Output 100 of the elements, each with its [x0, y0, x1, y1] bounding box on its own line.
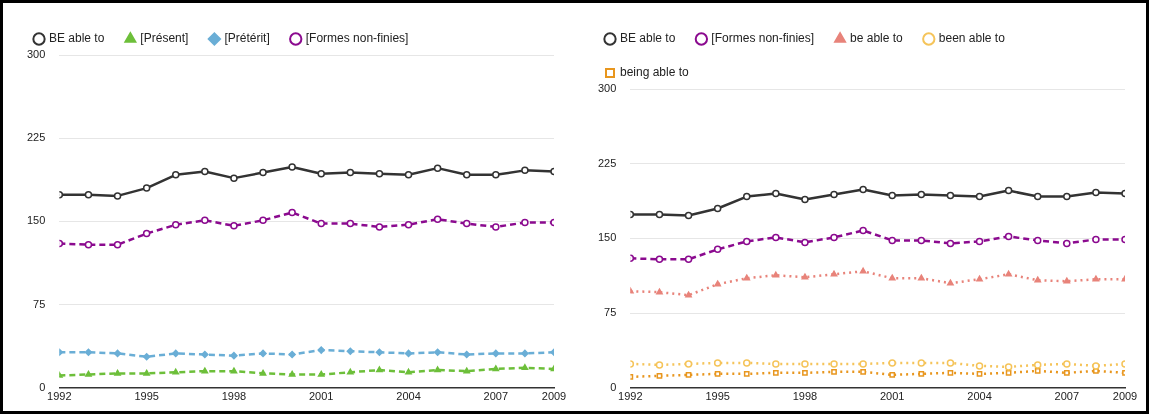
- point: [713, 204, 722, 213]
- point: [655, 210, 664, 219]
- point: [859, 360, 867, 368]
- point: [859, 226, 867, 235]
- point: [1034, 276, 1042, 283]
- point: [259, 369, 267, 376]
- x-tick-label: 2001: [308, 390, 334, 403]
- point: [975, 237, 984, 246]
- point: [976, 370, 983, 377]
- point: [171, 171, 180, 179]
- point: [947, 279, 954, 286]
- point: [404, 171, 413, 179]
- point: [655, 361, 664, 369]
- point: [713, 245, 722, 254]
- point: [859, 185, 867, 194]
- point: [1004, 232, 1013, 241]
- point: [114, 369, 121, 376]
- point: [434, 366, 441, 373]
- x-tick-label: 2004: [967, 390, 992, 403]
- x-tick-label: 2001: [879, 390, 905, 403]
- point: [714, 370, 721, 377]
- point: [742, 237, 751, 246]
- point: [859, 267, 867, 274]
- point: [1092, 275, 1100, 282]
- x-tick-label: 1992: [47, 390, 72, 403]
- point: [317, 169, 325, 178]
- point: [405, 368, 412, 375]
- point: [946, 191, 955, 200]
- point: [772, 271, 780, 278]
- point: [888, 236, 896, 245]
- point: [714, 280, 721, 287]
- point: [801, 273, 809, 280]
- point: [889, 371, 896, 378]
- y-tick-label: 0: [610, 380, 617, 393]
- point: [521, 349, 529, 358]
- point: [685, 371, 692, 378]
- point: [772, 369, 779, 376]
- y-tick-label: 0: [39, 380, 46, 393]
- point: [492, 223, 500, 231]
- point: [830, 190, 838, 199]
- point: [1063, 360, 1071, 368]
- point: [521, 166, 529, 175]
- point: [1005, 369, 1012, 376]
- point: [433, 348, 442, 357]
- point: [113, 192, 122, 200]
- point: [743, 370, 750, 377]
- point: [743, 274, 751, 281]
- point: [142, 229, 151, 238]
- point: [830, 233, 838, 242]
- point: [1063, 192, 1071, 201]
- point: [655, 255, 664, 264]
- point: [801, 195, 809, 204]
- line-series: [59, 364, 554, 378]
- point: [1004, 363, 1013, 371]
- point: [947, 369, 954, 376]
- point: [259, 216, 267, 225]
- point: [976, 275, 983, 282]
- point: [463, 367, 471, 374]
- point: [142, 184, 151, 192]
- legend-label: [Formes non-finies]: [305, 31, 409, 46]
- legend-label: being able to: [620, 65, 690, 80]
- point: [684, 211, 693, 220]
- x-tick-label: 2009: [1112, 390, 1138, 403]
- point: [946, 239, 955, 248]
- point: [201, 216, 209, 225]
- point: [918, 370, 925, 377]
- point: [288, 208, 296, 217]
- point: [84, 240, 93, 249]
- point: [1063, 239, 1071, 248]
- point: [521, 218, 529, 227]
- line-series: [59, 346, 554, 361]
- x-tick-label: 1992: [618, 390, 643, 403]
- point: [201, 350, 209, 359]
- point: [1034, 368, 1041, 374]
- point: [376, 366, 383, 373]
- legend-label: be able to: [850, 31, 904, 46]
- point: [404, 220, 413, 229]
- point: [1092, 362, 1100, 370]
- point: [288, 350, 296, 359]
- point: [742, 359, 751, 367]
- point: [172, 368, 180, 375]
- point: [142, 352, 151, 361]
- point: [492, 349, 500, 358]
- point: [113, 240, 122, 249]
- x-tick-label: 1998: [221, 390, 247, 403]
- point: [521, 364, 529, 371]
- point: [1005, 270, 1012, 277]
- point: [171, 220, 180, 229]
- y-tick-label: 150: [26, 214, 46, 227]
- point: [1033, 361, 1042, 369]
- point: [346, 168, 355, 177]
- point: [288, 370, 296, 377]
- legend-label: [Formes non-finies]: [711, 31, 815, 46]
- x-tick-label: 1998: [792, 390, 818, 403]
- point: [917, 236, 926, 245]
- point: [830, 270, 838, 277]
- point: [802, 369, 808, 376]
- point: [888, 191, 896, 200]
- point: [288, 163, 296, 171]
- point: [375, 223, 384, 231]
